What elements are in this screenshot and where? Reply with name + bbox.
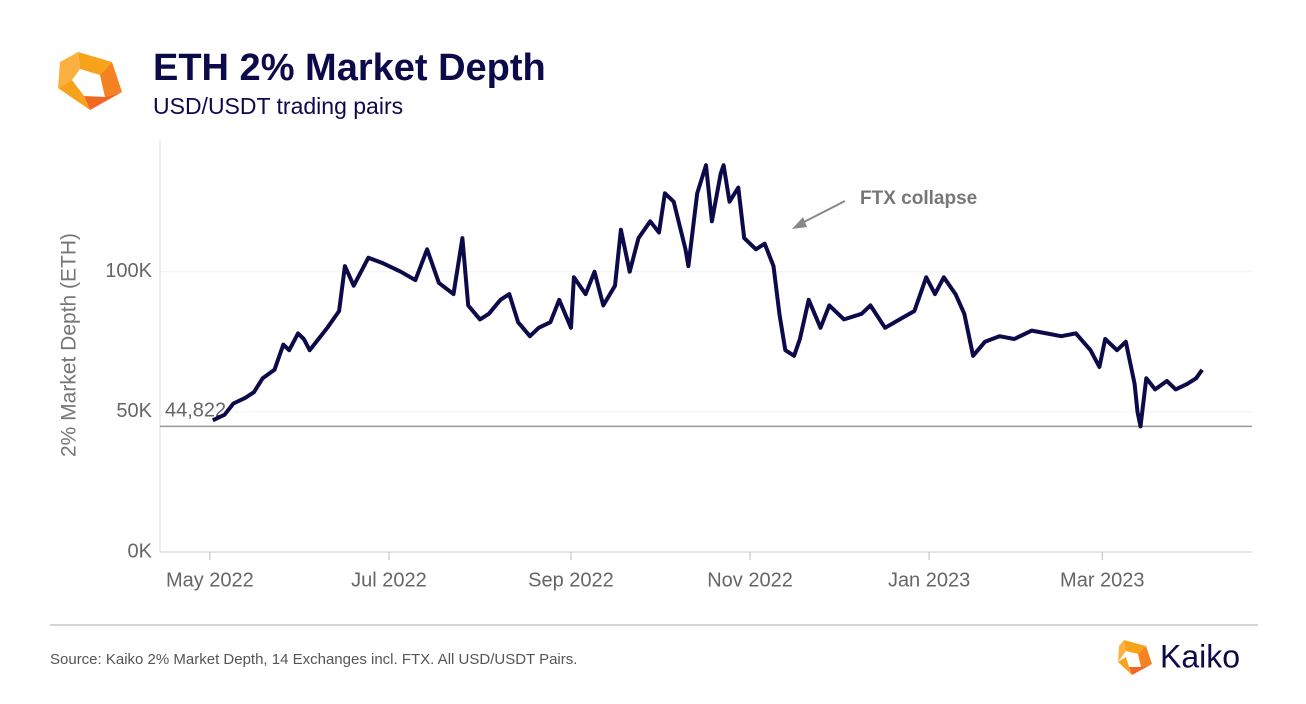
annotation-arrowhead <box>792 217 807 229</box>
annotation: FTX collapse <box>860 188 977 209</box>
subtitle: USD/USDT trading pairs <box>153 93 403 119</box>
brand: Kaiko <box>1160 638 1240 674</box>
y-axis-label: 2% Market Depth (ETH) <box>58 233 81 457</box>
y-tick-label: 0K <box>128 540 153 562</box>
x-tick-label: Mar 2023 <box>1060 569 1145 591</box>
y-tick-label: 50K <box>116 400 152 422</box>
x-tick-label: Nov 2022 <box>707 569 793 591</box>
x-tick-label: May 2022 <box>166 569 254 591</box>
x-tick-label: Jan 2023 <box>888 569 970 591</box>
reference-label: 44,822 <box>165 400 226 422</box>
logo <box>58 52 122 110</box>
y-tick-label: 100K <box>105 260 152 282</box>
source: Source: Kaiko 2% Market Depth, 14 Exchan… <box>50 651 577 668</box>
annotation-arrow <box>799 200 846 225</box>
x-tick-label: Jul 2022 <box>351 569 427 591</box>
chart-title: ETH 2% Market Depth <box>153 47 546 89</box>
data-line <box>211 163 1204 429</box>
brand-logo <box>1118 640 1152 675</box>
x-tick-label: Sep 2022 <box>528 569 614 591</box>
